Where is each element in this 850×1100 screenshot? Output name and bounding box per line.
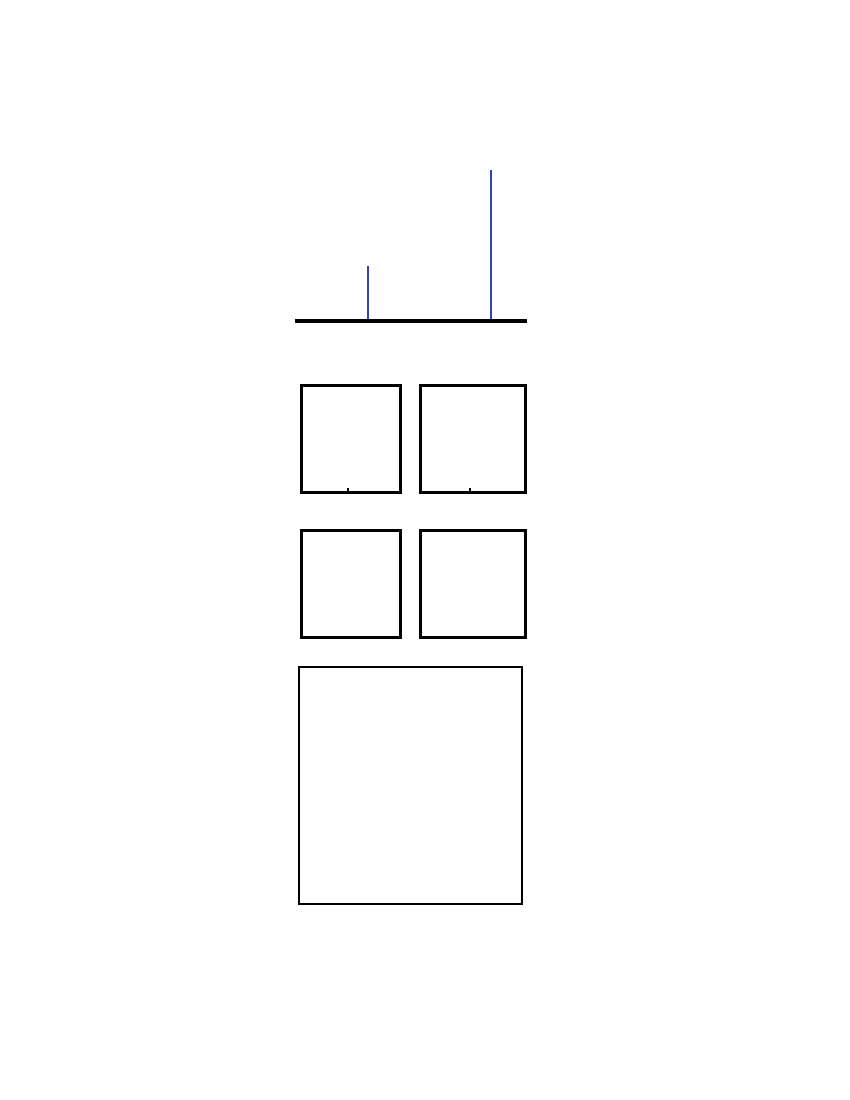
particle-motion-left (300, 529, 603, 682)
fast-slow-right-canvas (422, 387, 722, 537)
seismogram-traces-canvas (293, 164, 593, 314)
contour-plot (298, 666, 600, 905)
time-axis (295, 319, 527, 323)
particle-motion-right (419, 529, 722, 682)
contour-heatmap-canvas (300, 668, 600, 818)
window-marker-start (367, 266, 369, 322)
fast-slow-compare-right (419, 384, 722, 537)
fs-left-axis-tick (347, 488, 349, 494)
window-marker-end (490, 170, 492, 322)
seismogram-panel (293, 164, 593, 316)
fast-slow-compare-left (300, 384, 603, 537)
fs-right-axis-tick (469, 488, 471, 494)
particle-motion-right-canvas (422, 532, 722, 682)
